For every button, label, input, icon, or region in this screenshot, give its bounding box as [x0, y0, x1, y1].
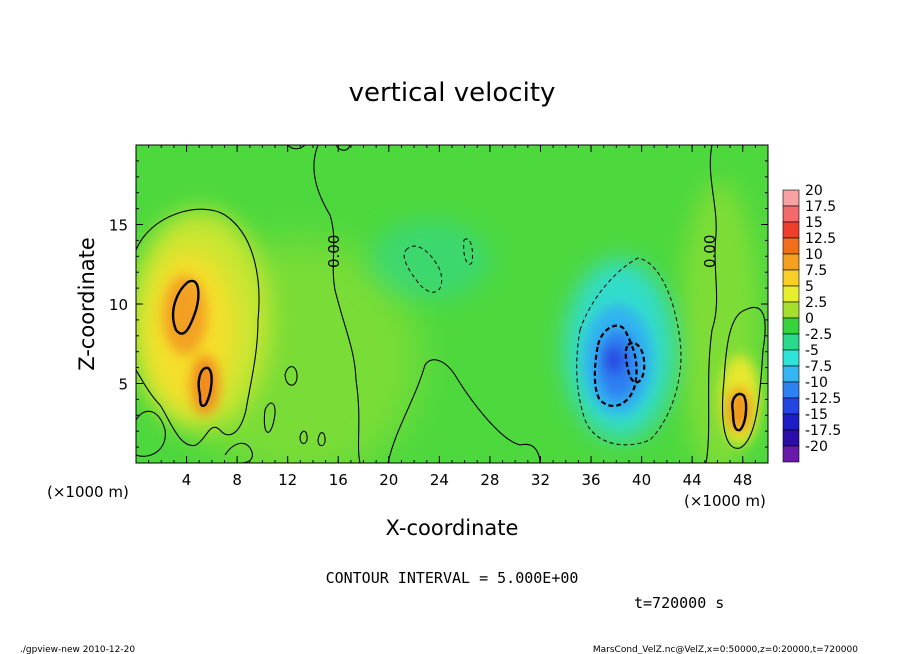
y-tick-label: 10: [109, 296, 128, 314]
contour-line: [136, 208, 260, 446]
colorbar-tick-label: -15: [805, 407, 828, 423]
field-region-updraft: [191, 355, 219, 415]
colorbar-tick-label: 17.5: [805, 199, 836, 215]
contour-label: 0.00: [701, 235, 719, 268]
colorbar-tick-label: -7.5: [805, 359, 832, 375]
colorbar-tick-label: 12.5: [805, 231, 836, 247]
x-tick-label: 24: [430, 471, 449, 489]
colorbar-tick-label: 7.5: [805, 263, 827, 279]
contour-line: [263, 402, 276, 433]
x-tick-label: 40: [632, 471, 651, 489]
colorbar-tick-label: 5: [805, 279, 814, 295]
contour-line-negative: [576, 257, 682, 446]
x-axis-label: X-coordinate: [386, 516, 519, 540]
colorbar-swatch: [782, 429, 800, 447]
contour-line: [387, 359, 541, 463]
contour-label: 0.00: [325, 235, 343, 268]
contour-line-strong: [731, 392, 748, 432]
x-tick-label: 28: [480, 471, 499, 489]
x-tick-label: 32: [531, 471, 550, 489]
colorbar-tick-label: -20: [805, 439, 828, 455]
colorbar-tick-label: 15: [805, 215, 823, 231]
contour-line-negative-strong: [624, 342, 646, 384]
x-axis: 4 8 12 16 20 24 28 32 36 40 44 48: [148, 145, 756, 489]
colorbar-swatch: [782, 397, 800, 415]
contour-line-negative: [463, 238, 473, 265]
colorbar-swatch: [782, 237, 800, 255]
x-unit-label: (×1000 m): [47, 483, 129, 501]
x-tick-label: 8: [232, 471, 242, 489]
y-axis: 5 10 15: [109, 160, 768, 448]
time-label: t=720000 s: [634, 594, 724, 612]
colorbar-tick-label: -12.5: [805, 391, 841, 407]
colorbar-swatch: [782, 381, 800, 399]
contour-line-strong: [197, 366, 213, 408]
velocity-field: 0.00 0.00: [136, 145, 768, 463]
colorbar-swatch: [782, 317, 800, 335]
colorbar-tick-label: -17.5: [805, 423, 841, 439]
footer-left: ./gpview-new 2010-12-20: [20, 645, 135, 654]
colorbar: 2017.51512.5107.552.50-2.5-5-7.5-10-12.5…: [782, 183, 841, 463]
chart-title: vertical velocity: [349, 78, 556, 108]
contour-line: [313, 145, 361, 463]
colorbar-swatch: [782, 221, 800, 239]
contour-line: [335, 145, 351, 151]
z-unit-label: (×1000 m): [684, 492, 766, 510]
colorbar-swatch: [782, 285, 800, 303]
x-tick-label: 16: [329, 471, 348, 489]
contour-interval-label: CONTOUR INTERVAL = 5.000E+00: [326, 569, 579, 587]
field-region-weak-down: [370, 220, 490, 300]
colorbar-swatch: [782, 445, 800, 463]
colorbar-swatch: [782, 253, 800, 271]
y-tick-label: 5: [118, 376, 128, 394]
x-tick-label: 4: [182, 471, 192, 489]
x-tick-label: 44: [683, 471, 702, 489]
x-tick-label: 36: [581, 471, 600, 489]
contour-line: [317, 432, 326, 447]
x-tick-label: 48: [733, 471, 752, 489]
colorbar-tick-label: -10: [805, 375, 828, 391]
colorbar-tick-label: 2.5: [805, 295, 827, 311]
y-axis-label: Z-coordinate: [75, 237, 99, 371]
colorbar-tick-label: -2.5: [805, 327, 832, 343]
colorbar-tick-label: 0: [805, 311, 814, 327]
colorbar-tick-label: -5: [805, 343, 819, 359]
colorbar-swatch: [782, 333, 800, 351]
colorbar-tick-label: 20: [805, 183, 823, 199]
y-tick-label: 15: [109, 217, 128, 235]
colorbar-swatch: [782, 413, 800, 431]
colorbar-swatch: [782, 205, 800, 223]
x-tick-label: 20: [379, 471, 398, 489]
colorbar-swatch: [782, 349, 800, 367]
x-tick-label: 12: [278, 471, 297, 489]
colorbar-tick-label: 10: [805, 247, 823, 263]
colorbar-swatch: [782, 269, 800, 287]
contour-line: [722, 307, 766, 449]
contour-line-strong: [171, 279, 200, 335]
contour-line: [136, 410, 166, 457]
footer-right: MarsCond_VelZ.nc@VelZ,x=0:50000,z=0:2000…: [593, 645, 858, 654]
contour-line: [287, 145, 306, 150]
field-region-downdraft: [606, 346, 622, 374]
field-region-updraft: [163, 275, 207, 355]
contour-line: [284, 366, 298, 386]
contour-line: [705, 145, 718, 463]
contour-line: [224, 442, 253, 463]
contour-line: [299, 430, 308, 445]
colorbar-swatch: [782, 365, 800, 383]
colorbar-swatch: [782, 189, 800, 207]
colorbar-swatch: [782, 301, 800, 319]
